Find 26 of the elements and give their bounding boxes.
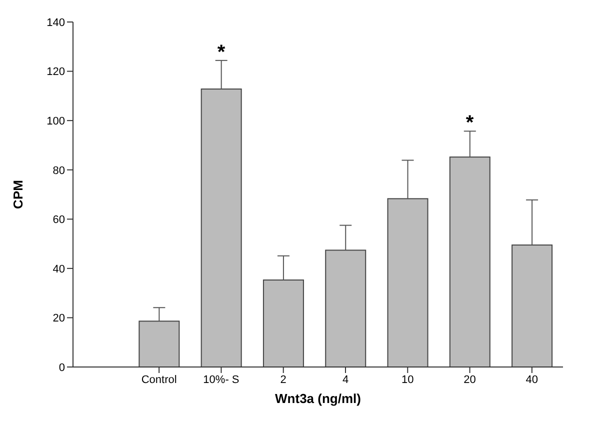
- y-tick-label: 100: [46, 115, 65, 128]
- annotation: *: [217, 41, 226, 64]
- x-tick-label: 40: [526, 374, 538, 386]
- y-tick-label: 20: [52, 312, 65, 325]
- x-tick-label: 4: [342, 374, 349, 386]
- y-tick-label: 40: [52, 263, 65, 276]
- x-tick-label: 2: [280, 374, 286, 386]
- y-axis-title: CPM: [10, 180, 26, 209]
- bar: [200, 88, 242, 367]
- bar: [138, 320, 180, 367]
- x-tick-label: 10: [402, 374, 414, 386]
- y-tick-label: 140: [46, 16, 65, 29]
- y-tick-label: 60: [52, 214, 65, 226]
- x-tick-label: 20: [464, 374, 476, 386]
- bar: [449, 156, 490, 367]
- x-tick-label: 10%- S: [203, 374, 240, 386]
- bar: [325, 250, 366, 367]
- y-tick-label: 120: [46, 66, 65, 78]
- x-tick-label: Control: [141, 374, 177, 386]
- x-axis-title: Wnt3a (ng/ml): [275, 391, 361, 406]
- bar: [262, 280, 304, 367]
- y-tick-label: 0: [58, 362, 65, 374]
- bar: [387, 198, 428, 367]
- bar: [512, 244, 553, 367]
- y-tick-label: 80: [52, 164, 65, 177]
- annotation: *: [466, 112, 474, 134]
